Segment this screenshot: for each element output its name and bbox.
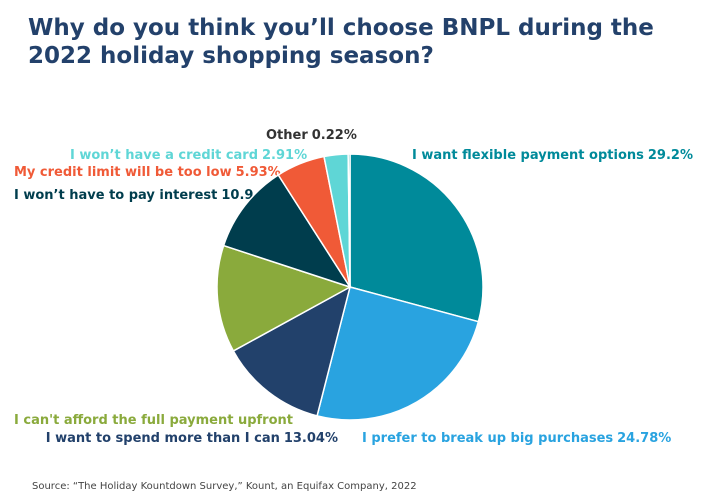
label-value: 29.2%	[648, 148, 693, 163]
label-category: I can't afford the full payment upfront	[14, 413, 293, 428]
slice-label: I won’t have to pay interest 10.9	[14, 188, 253, 203]
source: Source: “The Holiday Kountdown Survey,” …	[32, 481, 417, 492]
label-category: My credit limit will be too low	[14, 165, 232, 180]
slice-label: Other 0.22%	[266, 128, 357, 143]
label-category: I prefer to break up big purchases	[362, 431, 613, 446]
label-value: 0.22%	[312, 128, 357, 143]
pie-slice	[216, 244, 352, 352]
pie-slice	[347, 153, 351, 288]
label-category: I want to spend more than I can	[46, 431, 280, 446]
label-category: I want flexible payment options	[412, 148, 644, 163]
slice-label: I want flexible payment options 29.2%	[412, 148, 693, 163]
label-value: 13.04%	[284, 431, 338, 446]
label-value: 10.9	[221, 188, 253, 203]
pie-slice	[232, 285, 352, 417]
chart-title: Why do you think you’ll choose BNPL duri…	[28, 15, 654, 69]
slice-label: I want to spend more than I can 13.04%	[46, 431, 338, 446]
label-category: I won’t have a credit card	[70, 148, 258, 163]
pie-slice	[222, 173, 352, 289]
label-category: Other	[266, 128, 308, 143]
slice-label: I prefer to break up big purchases 24.78%	[362, 431, 671, 446]
label-value: 24.78%	[617, 431, 671, 446]
label-value: 2.91%	[262, 148, 307, 163]
slice-label: My credit limit will be too low 5.93%	[14, 165, 281, 180]
pie-slice	[349, 153, 484, 323]
label-category: I won’t have to pay interest	[14, 188, 217, 203]
label-value: 5.93%	[236, 165, 281, 180]
pie-slice	[316, 286, 480, 421]
slice-label: I won’t have a credit card 2.91%	[70, 148, 307, 163]
slice-label: I can't afford the full payment upfront	[14, 413, 293, 428]
